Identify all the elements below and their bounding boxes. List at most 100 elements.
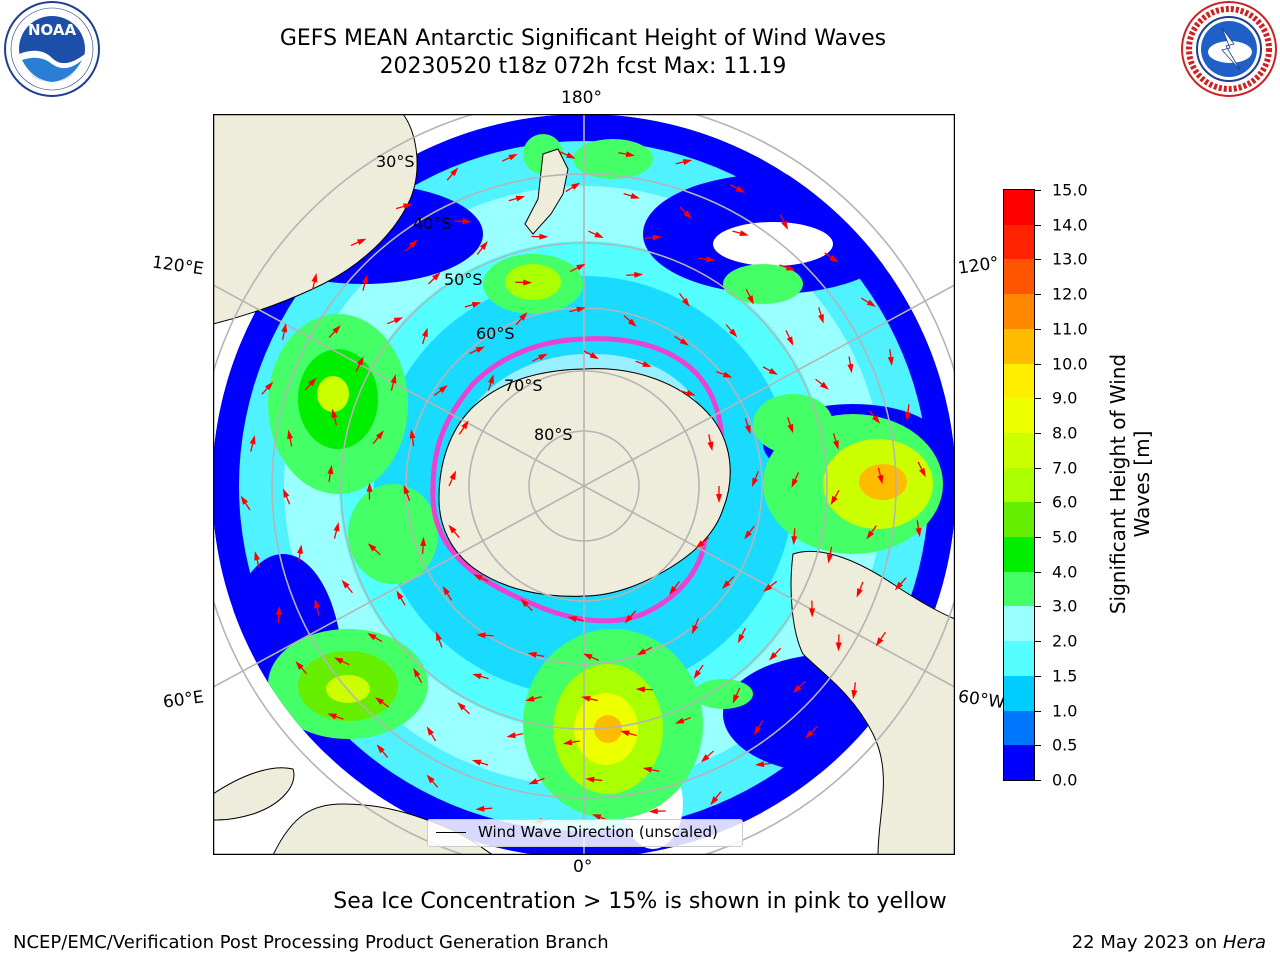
madagascar-land — [213, 767, 295, 821]
wind-arrow-head — [744, 530, 752, 540]
wind-arrow-head — [471, 301, 482, 308]
colorbar-segment — [1004, 606, 1034, 642]
wind-arrow-head — [705, 256, 716, 263]
lat-label-50s: 50°S — [444, 270, 483, 289]
colorbar-tick-label: 15.0 — [1052, 180, 1088, 200]
wind-arrow-head — [692, 624, 699, 635]
wind-arrow-head — [413, 667, 421, 678]
wind-arrow-head — [426, 774, 435, 784]
colorbar-tick-mark — [1035, 432, 1041, 434]
wind-arrow-head — [390, 374, 397, 384]
wind-arrow-head — [833, 440, 839, 450]
colorbar-tick-label: 1.0 — [1052, 701, 1078, 721]
chart-title: GEFS MEAN Antarctic Significant Height o… — [279, 26, 887, 51]
wind-arrow-head — [396, 590, 404, 600]
wind-arrow-head — [627, 318, 637, 327]
colorbar-tick-mark — [1035, 224, 1041, 226]
wind-arrow-head — [327, 464, 334, 475]
wind-arrow-head — [435, 631, 442, 641]
wind-arrow-head — [240, 495, 249, 505]
footer-date: 22 May 2023 on Hera — [1071, 932, 1266, 953]
wind-arrow-head — [642, 361, 652, 367]
wind-arrow-head — [729, 328, 738, 338]
lat-label-80s: 80°S — [534, 425, 573, 444]
colorbar-segment — [1004, 398, 1034, 433]
wind-arrow-head — [620, 730, 630, 737]
wind-arrow-head — [515, 195, 526, 202]
wind-arrow-head — [519, 311, 528, 321]
wind-arrow-head — [409, 429, 416, 439]
colorbar-segment — [1004, 745, 1034, 780]
antarctic-map — [212, 113, 956, 856]
legend-label: Wind Wave Direction (unscaled) — [478, 823, 718, 841]
wind-arrow-head — [754, 761, 765, 768]
map-panel — [212, 113, 956, 856]
wind-arrow-head — [732, 694, 740, 704]
wind-arrow-head — [375, 430, 384, 440]
wind-arrow-head — [585, 776, 595, 783]
wind-arrow-head — [461, 420, 469, 430]
colorbar-segment — [1004, 363, 1034, 399]
wind-arrow-head — [722, 371, 733, 378]
colorbar-tick-label: 5.0 — [1052, 527, 1078, 547]
new-zealand-land — [524, 148, 569, 235]
wind-arrow-head — [376, 744, 385, 754]
wind-arrow-head — [636, 648, 647, 656]
wind-arrow-head — [287, 429, 294, 440]
wind-arrow-head — [792, 684, 802, 694]
wind-arrow-head — [630, 193, 640, 199]
wind-arrow-head — [442, 585, 450, 596]
colorbar-tick-mark — [1035, 259, 1041, 261]
wind-arrow-head — [367, 633, 377, 641]
wind-arrow-head — [710, 796, 719, 806]
wind-arrow-head — [829, 255, 839, 263]
wind-arrow-head — [567, 616, 577, 622]
wind-arrow-head — [791, 478, 798, 488]
colorbar-tick-label: 14.0 — [1052, 215, 1088, 235]
wind-arrow-head — [785, 264, 796, 271]
wind-arrow-head — [281, 323, 288, 333]
legend-line-icon — [436, 832, 466, 833]
colorbar-tick-label: 13.0 — [1052, 249, 1088, 269]
wind-arrow-head — [787, 423, 794, 434]
wind-arrow-head — [635, 686, 645, 693]
colorbar-tick-label: 4.0 — [1052, 562, 1078, 582]
wind-arrow-head — [763, 583, 773, 592]
wind-arrow-head — [827, 554, 833, 564]
colorbar-segment — [1004, 190, 1034, 225]
wind-arrow-head — [523, 279, 533, 286]
wind-arrow-head — [686, 390, 696, 396]
wind-arrow-head — [432, 272, 441, 281]
colorbar-tick-label: 9.0 — [1052, 388, 1078, 408]
colorbar-segment — [1004, 502, 1034, 538]
wind-arrow-head — [674, 717, 685, 724]
wind-arrow-head — [420, 536, 427, 547]
footer-machine: Hera — [1222, 932, 1266, 953]
wind-arrow-head — [527, 651, 537, 658]
sea-ice-note: Sea Ice Concentration > 15% is shown in … — [333, 889, 947, 914]
wind-arrow-head — [479, 241, 488, 251]
colorbar-tick-label: 3.0 — [1052, 596, 1078, 616]
wind-arrow-head — [475, 346, 486, 353]
wind-arrow-head — [735, 185, 746, 193]
wind-arrow-head — [887, 356, 894, 367]
chart-subtitle-date: 20230520 t18z 072h fcst Max: 11.19 — [379, 54, 787, 79]
wind-arrow-head — [314, 598, 320, 609]
wind-arrow-head — [422, 327, 428, 338]
colorbar-segment — [1004, 432, 1034, 468]
wind-arrow-head — [367, 543, 377, 552]
wind-arrow-head — [449, 470, 457, 480]
colorbar-tick-mark — [1035, 328, 1041, 330]
wind-arrow-head — [642, 766, 653, 773]
wind-arrow-head — [751, 477, 759, 488]
colorbar-segment — [1004, 467, 1034, 503]
wind-arrow-head — [583, 653, 593, 660]
wind-arrow-head — [473, 574, 483, 581]
colorbar-segment — [1004, 328, 1034, 364]
south-america-land — [790, 550, 955, 855]
wind-arrow-head — [818, 314, 824, 324]
colorbar-segment — [1004, 259, 1034, 295]
colorbar-tick-mark — [1035, 571, 1041, 573]
colorbar-tick-mark — [1035, 467, 1041, 469]
lon-label-0: 0° — [573, 857, 593, 877]
